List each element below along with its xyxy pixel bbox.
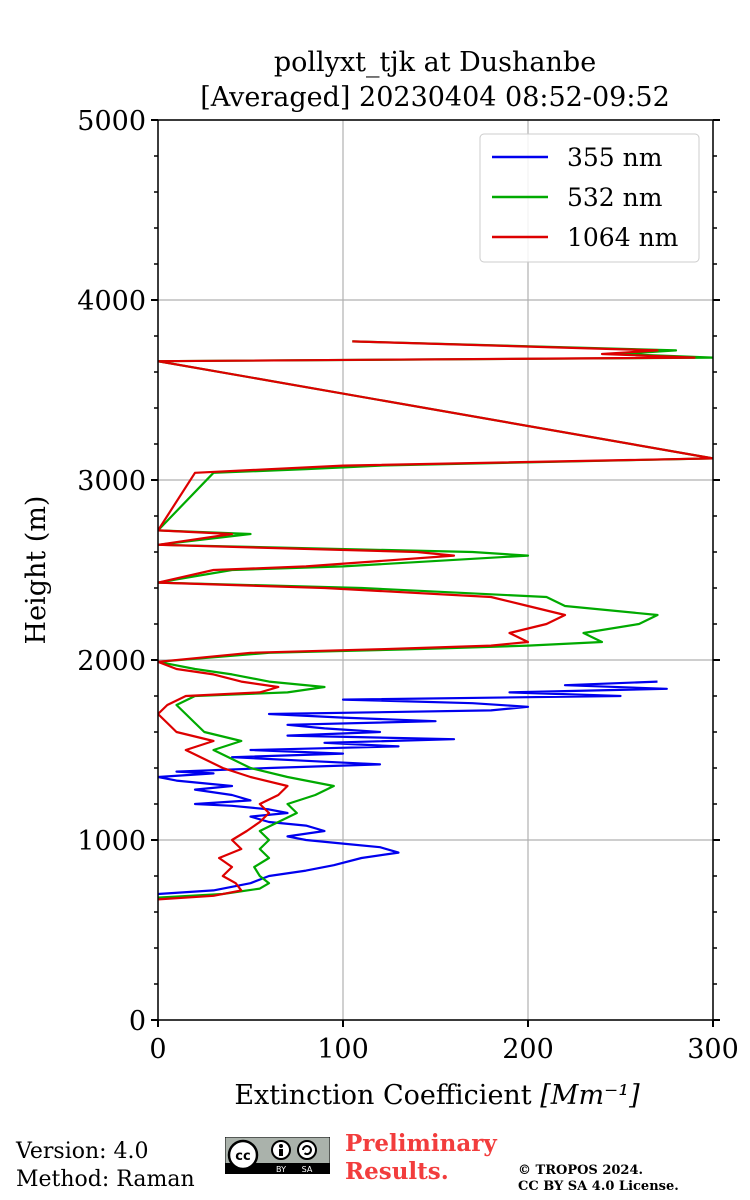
y-axis-label: Height (m) xyxy=(21,496,52,645)
legend-label: 532 nm xyxy=(567,183,663,212)
version-label: Version: 4.0 xyxy=(16,1139,149,1164)
copyright-line1: © TROPOS 2024. xyxy=(518,1163,644,1178)
by-badge-text: BY xyxy=(276,1165,286,1174)
sa-badge-text: SA xyxy=(302,1165,313,1174)
preliminary-line1: Preliminary xyxy=(345,1130,497,1157)
y-tick-label: 2000 xyxy=(77,646,146,677)
y-tick-label: 4000 xyxy=(77,286,146,317)
y-tick-label: 3000 xyxy=(77,466,146,497)
plot-frame xyxy=(157,119,714,1021)
sa-share-alike-icon xyxy=(297,1140,317,1160)
legend-label: 1064 nm xyxy=(567,223,679,252)
series-line-3 xyxy=(158,340,713,901)
x-tick-label: 100 xyxy=(317,1034,369,1065)
cc-circle-icon xyxy=(227,1139,259,1171)
series-line-1 xyxy=(158,680,668,896)
chart-title-line2: [Averaged] 20230404 08:52-09:52 xyxy=(200,82,670,113)
y-tick-label: 1000 xyxy=(77,826,146,857)
y-tick-label: 0 xyxy=(129,1006,146,1037)
preliminary-line2: Results. xyxy=(345,1158,449,1185)
copyright-line2: CC BY SA 4.0 License. xyxy=(518,1179,679,1194)
cc-by-sa-license-icon: cc BY SA xyxy=(225,1137,330,1174)
method-label: Method: Raman xyxy=(16,1167,195,1192)
series-lines xyxy=(158,340,713,901)
legend-box xyxy=(479,133,700,263)
x-axis-unit: [Mm⁻¹] xyxy=(540,1080,640,1111)
legend-label: 355 nm xyxy=(567,143,663,172)
version-info: Version: 4.0 Method: Raman xyxy=(16,1138,195,1194)
copyright-notice: © TROPOS 2024. CC BY SA 4.0 License. xyxy=(518,1163,679,1195)
legend: 355 nm 532 nm 1064 nm xyxy=(479,133,700,263)
series-line-2 xyxy=(158,340,713,899)
x-axis-label: Extinction Coefficient [Mm⁻¹] xyxy=(234,1080,640,1111)
preliminary-notice: Preliminary Results. xyxy=(345,1130,497,1186)
x-tick-label: 0 xyxy=(149,1034,166,1065)
x-axis-label-text: Extinction Coefficient xyxy=(234,1080,531,1111)
cc-badge-text: cc xyxy=(235,1149,250,1164)
x-tick-label: 300 xyxy=(687,1034,739,1065)
y-tick-label: 5000 xyxy=(77,106,146,137)
x-tick-label: 200 xyxy=(502,1034,554,1065)
chart-title-line1: pollyxt_tjk at Dushanbe xyxy=(274,47,596,78)
